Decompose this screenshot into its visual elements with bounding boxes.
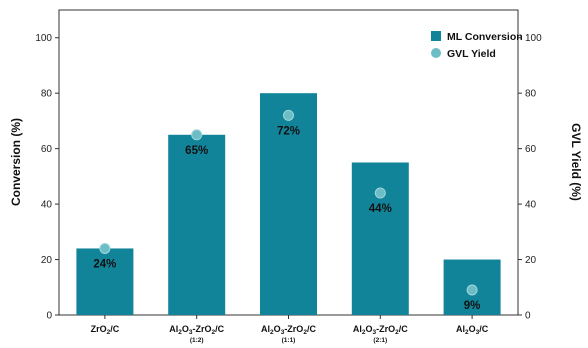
gvl-yield-point	[466, 284, 478, 296]
gvl-yield-point	[99, 242, 111, 254]
x-tick-sublabel: (2:1)	[373, 337, 387, 344]
x-tick-sublabel: (1:2)	[190, 337, 204, 344]
y2-axis-ticks: 0 20 40 60 80 100	[518, 33, 542, 322]
data-label: 65%	[185, 145, 208, 157]
data-label: 72%	[277, 125, 300, 137]
data-label: 44%	[369, 203, 392, 215]
gvl-yield-point	[374, 187, 386, 199]
gvl-yield-point	[191, 129, 203, 141]
legend: ML Conversion GVL Yield	[431, 31, 523, 60]
y-tick-label: 100	[35, 33, 52, 44]
y-axis-ticks: 0 20 40 60 80 100	[35, 33, 59, 322]
data-labels: 24% 65% 72% 44% 9%	[93, 125, 480, 312]
y-tick-label: 0	[46, 311, 52, 322]
y-tick-label: 40	[41, 200, 53, 211]
x-tick-sublabel: (1:1)	[282, 337, 296, 344]
x-tick-label: ZrO2/C	[91, 324, 120, 336]
y-tick-label: 60	[41, 144, 53, 155]
legend-marker-gvl-yield	[431, 48, 441, 58]
x-tick-label: Al2O3/C	[456, 324, 489, 336]
y2-tick-label: 0	[525, 311, 531, 322]
bar	[351, 162, 409, 315]
x-tick-label: Al2O3-ZrO2/C	[353, 324, 408, 336]
bar-series	[76, 93, 501, 315]
x-tick-label: Al2O3-ZrO2/C	[261, 324, 316, 336]
bar	[76, 248, 134, 315]
x-tick-label: Al2O3-ZrO2/C	[169, 324, 224, 336]
legend-swatch-ml-conversion	[431, 31, 441, 41]
y2-axis-title: GVL Yield (%)	[569, 123, 583, 201]
legend-label-gvl-yield: GVL Yield	[447, 48, 496, 60]
y-tick-label: 20	[41, 255, 53, 266]
data-label: 9%	[464, 300, 481, 312]
x-axis-categories: ZrO2/C Al2O3-ZrO2/C(1:2)Al2O3-ZrO2/C(1:1)…	[91, 315, 489, 344]
y2-tick-label: 40	[525, 200, 537, 211]
bar	[168, 134, 226, 315]
y2-tick-label: 100	[525, 33, 542, 44]
y2-tick-label: 20	[525, 255, 537, 266]
legend-label-ml-conversion: ML Conversion	[447, 31, 523, 43]
point-series	[99, 109, 478, 296]
data-label: 24%	[93, 258, 116, 270]
bar	[260, 93, 317, 315]
gvl-yield-point	[283, 109, 294, 121]
y2-tick-label: 60	[525, 144, 537, 155]
y-axis-title: Conversion (%)	[9, 118, 23, 206]
y-tick-label: 80	[41, 89, 53, 100]
y2-tick-label: 80	[525, 89, 537, 100]
